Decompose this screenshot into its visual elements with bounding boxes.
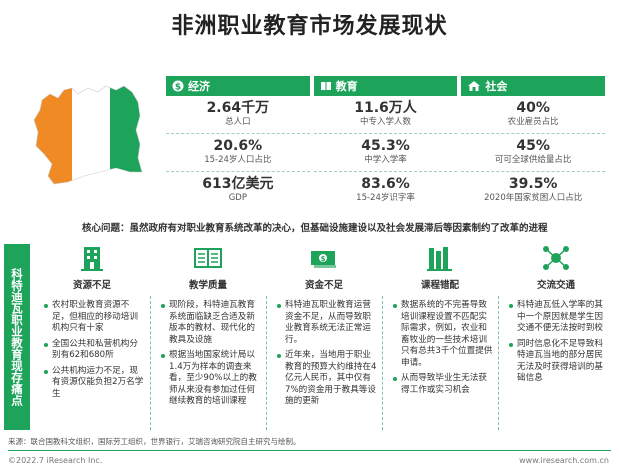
header-economy: $ 经济 (166, 76, 310, 96)
side-label: 科特迪瓦职业教育现存痛点 (4, 244, 30, 430)
money-icon: $ (311, 251, 336, 268)
bullet-item: 全国公共和私营机构分别有62和680所 (44, 339, 146, 362)
pain-point-column: 课程错配 数据系统的不完善导致培训课程设置不匹配实际需求，例如，农业和畜牧业的一… (382, 244, 498, 430)
pain-point-column: $ 资金不足 科特迪瓦职业教育运营资金不足，从而导致职业教育系统无法正常运行。 … (266, 244, 382, 430)
website: www.iresearch.com.cn (519, 456, 609, 465)
stat-cell: 45.3% 中学入学率 (313, 134, 458, 172)
bullet-item: 公共机构运力不足，现有资源仅能负担2万名学生 (44, 366, 146, 401)
pain-point-column: 交流交通 科特迪瓦低入学率的其中一个原因就是学生因交通不便无法按时到校 同时信息… (498, 244, 614, 430)
bullet-item: 科特迪瓦低入学率的其中一个原因就是学生因交通不便无法按时到校 (509, 300, 610, 335)
bullet-item: 从而导致毕业生无法获得工作或实习机会 (393, 373, 494, 396)
education-column: 11.6万人 中专入学人数 45.3% 中学入学率 83.6% 15-24岁识字率 (313, 96, 458, 210)
cote-divoire-flag-map (33, 85, 143, 185)
society-column: 40% 农业雇员占比 45% 可可全球供给量占比 39.5% 2020年国家贫困人口占… (461, 96, 606, 210)
stat-cell: 2.64千万 总人口 (166, 96, 310, 134)
svg-text:$: $ (175, 83, 181, 93)
open-book-icon (194, 248, 222, 268)
house-icon (468, 81, 481, 91)
copyright: ©2022.7 iResearch Inc. (8, 456, 103, 465)
stat-cell: 39.5% 2020年国家贫困人口占比 (484, 176, 583, 203)
pain-point-column: 教学质量 现阶段，科特迪瓦教育系统面临缺乏合适及新版本的教材、现代化的教具及设施… (150, 244, 266, 430)
pain-points: 资源不足 农村职业教育资源不足，但相应的移动培训机构只有十家 全国公共和私营机构… (34, 244, 614, 430)
stat-cell: 613亿美元 GDP (202, 176, 274, 203)
bullet-item: 数据系统的不完善导致培训课程设置不匹配实际需求，例如，农业和畜牧业的一些技术培训… (393, 300, 494, 369)
stat-cell: 83.6% 15-24岁识字率 (356, 176, 415, 203)
bullet-item: 根据当地国家统计局以1.4万为样本的调查来看，至少90%以上的教师从来没有参加过… (161, 350, 262, 408)
svg-text:$: $ (321, 255, 326, 263)
network-icon (543, 246, 569, 270)
bullet-item: 现阶段，科特迪瓦教育系统面临缺乏合适及新版本的教材、现代化的教具及设施 (161, 300, 262, 346)
bullet-item: 科特迪瓦职业教育运营资金不足，从而导致职业教育系统无法正常运行。 (277, 300, 378, 346)
stat-cell: 20.6% 15-24岁人口占比 (166, 134, 310, 172)
book-icon (320, 82, 331, 90)
header-education: 教育 (313, 76, 458, 96)
stat-cell: 11.6万人 中专入学人数 (313, 96, 458, 134)
dollar-icon: $ (172, 80, 184, 92)
books-icon (427, 247, 452, 271)
source-note: 来源：联合国教科文组织，国际劳工组织，世界银行，艾瑞咨询研究院自主研究与绘制。 (8, 437, 301, 446)
stat-cell: 45% 可可全球供给量占比 (461, 134, 606, 172)
economy-column: 2.64千万 总人口 20.6% 15-24岁人口占比 613亿美元 GDP (166, 96, 310, 210)
pain-point-column: 资源不足 农村职业教育资源不足，但相应的移动培训机构只有十家 全国公共和私营机构… (34, 244, 150, 430)
header-society: 社会 (461, 76, 606, 96)
bullet-item: 同时信息化不足导致科特迪瓦当地的部分居民无法及时获得培训的基础信息 (509, 339, 610, 385)
page-title: 非洲职业教育市场发展现状 (171, 14, 448, 39)
stat-cell: 40% 农业雇员占比 (461, 96, 606, 134)
core-issue: 核心问题：虽然政府有对职业教育系统改革的决心，但基础设施建设以及社会发展滞后等因… (82, 223, 548, 234)
building-icon (81, 247, 103, 271)
bullet-item: 近年来，当地用于职业教育的预算大约维持在4亿元人民币，其中仅有7%的资金用于教具… (277, 350, 378, 408)
stats-grid: $ 经济 教育 社会 2.64千万 总人口 20.6% 15-24岁人口占比 613… (166, 76, 606, 210)
bullet-item: 农村职业教育资源不足，但相应的移动培训机构只有十家 (44, 300, 146, 335)
footer-divider (8, 450, 611, 451)
